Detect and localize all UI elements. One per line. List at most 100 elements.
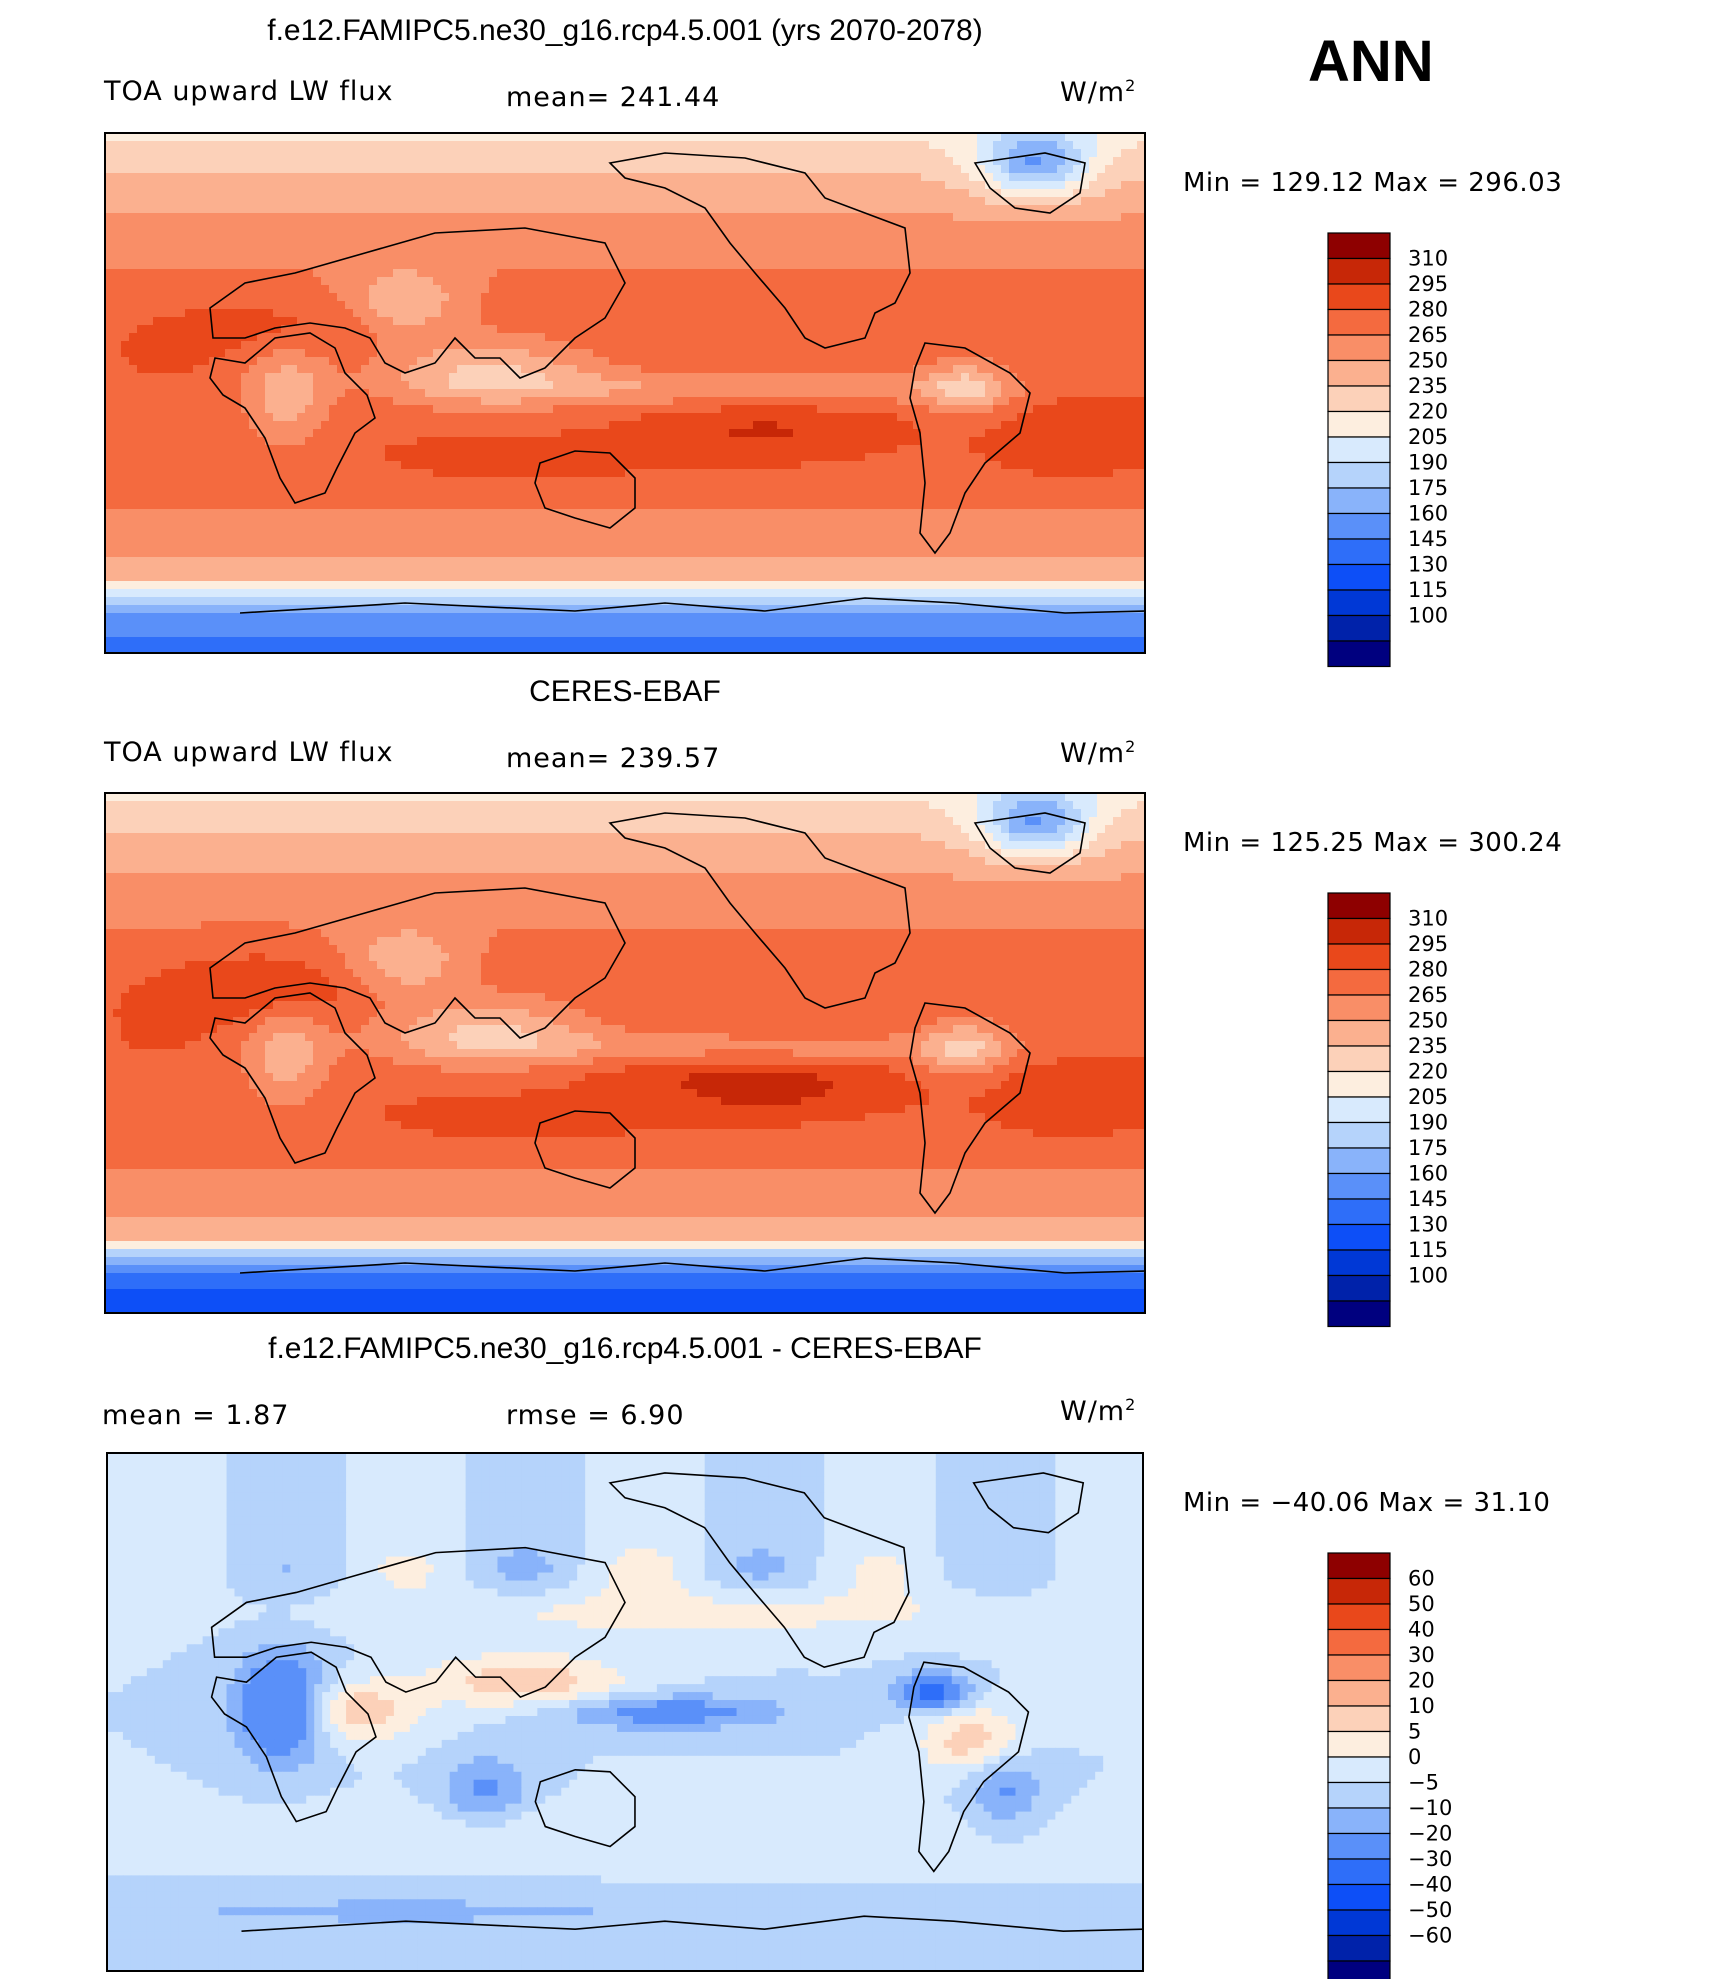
- colorbar-box: [1327, 1172, 1391, 1200]
- colorbar-tick-label: 40: [1408, 1618, 1435, 1642]
- colorbar-tick-label: 295: [1408, 272, 1448, 296]
- colorbar-tick-label: 280: [1408, 958, 1448, 982]
- season-label: ANN: [1308, 28, 1434, 95]
- colorbar-tick-label: 205: [1408, 1085, 1448, 1109]
- map-frame: [106, 1452, 1144, 1972]
- colorbar-box: [1327, 1909, 1391, 1937]
- colorbar-tick-label: 145: [1408, 1187, 1448, 1211]
- colorbar-tick-label: 100: [1408, 604, 1448, 628]
- colorbar-tick-label: 265: [1408, 983, 1448, 1007]
- colorbar-tick-label: 235: [1408, 374, 1448, 398]
- colorbar-tick-label: 0: [1408, 1745, 1421, 1769]
- colorbar-box: [1327, 385, 1391, 413]
- colorbar-box: [1327, 538, 1391, 566]
- colorbar-box: [1327, 1603, 1391, 1631]
- panel-3-map: [106, 1452, 1144, 1972]
- colorbar-tick-label: −60: [1408, 1924, 1452, 1948]
- colorbar-tick-label: 310: [1408, 907, 1448, 931]
- colorbar-tick-label: 310: [1408, 247, 1448, 271]
- colorbar-tick-label: −10: [1408, 1796, 1452, 1820]
- colorbar-box: [1327, 943, 1391, 971]
- colorbar-box: [1327, 1274, 1391, 1302]
- colorbar-box: [1327, 1858, 1391, 1886]
- colorbar-tick-label: −5: [1408, 1771, 1439, 1795]
- colorbar-box: [1327, 410, 1391, 438]
- colorbar-tick-label: 220: [1408, 1060, 1448, 1084]
- colorbar-tick-label: 160: [1408, 502, 1448, 526]
- colorbar-box: [1327, 1045, 1391, 1073]
- colorbar-box: [1327, 512, 1391, 540]
- colorbar-box: [1327, 1198, 1391, 1226]
- colorbar-tick-label: 115: [1408, 578, 1448, 602]
- panel-1-variable-label: TOA upward LW flux: [104, 76, 394, 107]
- colorbar-box: [1327, 308, 1391, 336]
- colorbar-box: [1327, 1807, 1391, 1835]
- panel-3-title: f.e12.FAMIPC5.ne30_g16.rcp4.5.001 - CERE…: [105, 1332, 1145, 1366]
- panel-1-units: W/m2: [1060, 76, 1136, 108]
- colorbar-tick-label: 175: [1408, 476, 1448, 500]
- colorbar-box: [1327, 968, 1391, 996]
- coastlines: [210, 1472, 1144, 1932]
- colorbar-tick-label: 60: [1408, 1567, 1435, 1591]
- map-frame: [104, 792, 1146, 1314]
- colorbar-tick-label: 190: [1408, 1111, 1448, 1135]
- colorbar-box: [1327, 461, 1391, 489]
- colorbar-box: [1327, 1781, 1391, 1809]
- panel-2-mean-label: mean= 239.57: [506, 743, 720, 774]
- panel-3-units: W/m2: [1060, 1395, 1136, 1427]
- colorbar-box: [1327, 917, 1391, 945]
- colorbar-box: [1327, 1934, 1391, 1962]
- panel-3-mean-label: mean = 1.87: [102, 1400, 289, 1431]
- colorbar-box: [1327, 1300, 1391, 1328]
- colorbar-tick-label: 205: [1408, 425, 1448, 449]
- colorbar-tick-label: 20: [1408, 1669, 1435, 1693]
- field-cells: [105, 133, 1146, 654]
- colorbar-box: [1327, 1730, 1391, 1758]
- colorbar-tick-label: 50: [1408, 1592, 1435, 1616]
- panel-1-mean-label: mean= 241.44: [506, 82, 720, 113]
- colorbar-tick-label: 130: [1408, 553, 1448, 577]
- colorbar-box: [1327, 1070, 1391, 1098]
- colorbar-tick-label: 145: [1408, 527, 1448, 551]
- colorbar-tick-label: −30: [1408, 1847, 1452, 1871]
- colorbar-box: [1327, 1096, 1391, 1124]
- colorbar-box: [1327, 1628, 1391, 1656]
- field-cells: [105, 793, 1146, 1314]
- colorbar-box: [1327, 1147, 1391, 1175]
- colorbar-box: [1327, 1832, 1391, 1860]
- colorbar-box: [1327, 1883, 1391, 1911]
- colorbar-box: [1327, 614, 1391, 642]
- colorbar-box: [1327, 1577, 1391, 1605]
- panel-1-map: [104, 132, 1146, 654]
- colorbar-box: [1327, 994, 1391, 1022]
- colorbar-box: [1327, 1249, 1391, 1277]
- panel-1-minmax: Min = 129.12 Max = 296.03: [1183, 168, 1562, 198]
- colorbar-tick-label: 100: [1408, 1264, 1448, 1288]
- colorbar-tick-label: 130: [1408, 1213, 1448, 1237]
- colorbar-tick-label: −50: [1408, 1898, 1452, 1922]
- colorbar-box: [1327, 487, 1391, 515]
- map-frame: [104, 132, 1146, 654]
- panel-2-variable-label: TOA upward LW flux: [104, 737, 394, 768]
- colorbar-tick-label: 160: [1408, 1162, 1448, 1186]
- colorbar-tick-label: 235: [1408, 1034, 1448, 1058]
- colorbar-box: [1327, 1756, 1391, 1784]
- colorbar-box: [1327, 232, 1391, 260]
- panel-2-map: [104, 792, 1146, 1314]
- panel-2-minmax: Min = 125.25 Max = 300.24: [1183, 828, 1562, 858]
- colorbar-tick-label: 280: [1408, 298, 1448, 322]
- colorbar-box: [1327, 563, 1391, 591]
- colorbar-box: [1327, 1552, 1391, 1580]
- panel-2-colorbar: 3102952802652502352202051901751601451301…: [1327, 892, 1448, 1328]
- colorbar-tick-label: 115: [1408, 1238, 1448, 1262]
- colorbar-box: [1327, 1121, 1391, 1149]
- colorbar-box: [1327, 283, 1391, 311]
- colorbar-box: [1327, 1223, 1391, 1251]
- colorbar-tick-label: 250: [1408, 349, 1448, 373]
- colorbar-tick-label: 250: [1408, 1009, 1448, 1033]
- colorbar-tick-label: 220: [1408, 400, 1448, 424]
- coastlines: [209, 812, 1146, 1274]
- colorbar-tick-label: 265: [1408, 323, 1448, 347]
- colorbar-tick-label: 295: [1408, 932, 1448, 956]
